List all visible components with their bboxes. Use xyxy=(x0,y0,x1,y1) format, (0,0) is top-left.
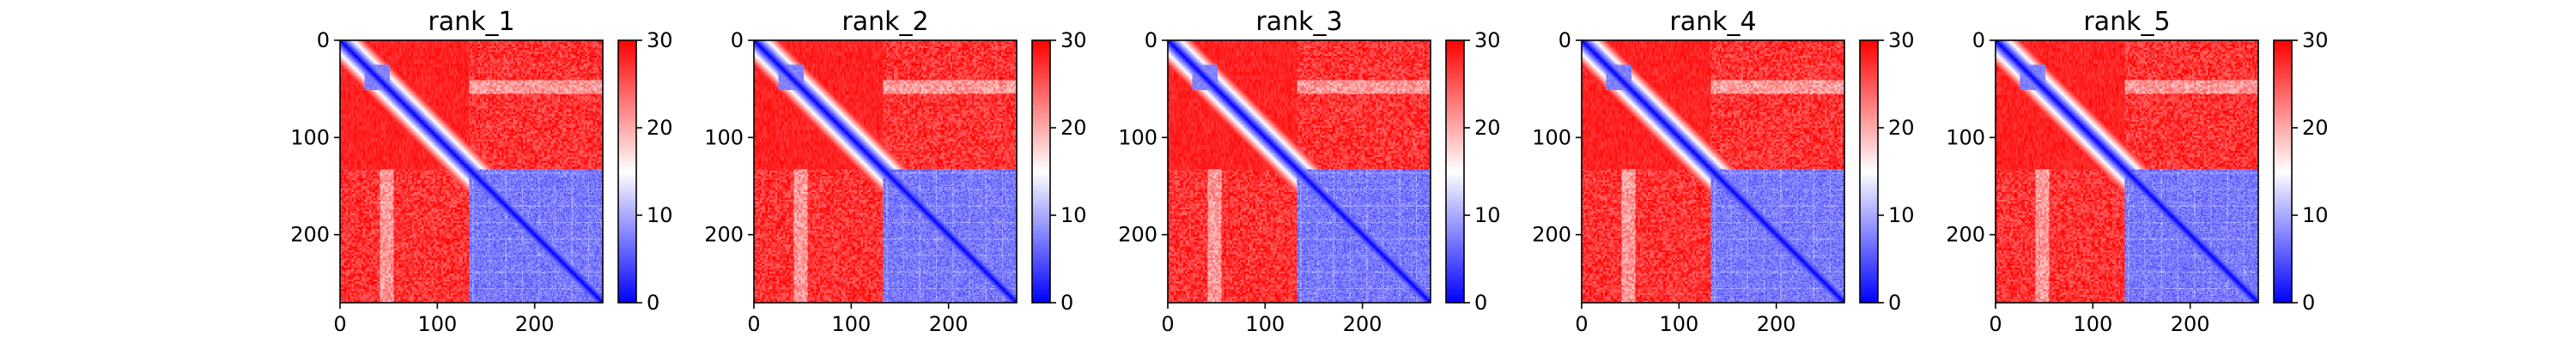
colorbar-tick-label: 20 xyxy=(1888,116,1915,140)
colorbar-tick-label: 10 xyxy=(1888,203,1915,227)
y-tick-label: 200 xyxy=(290,223,330,247)
chart-panel: rank_3 0 100 200 0 100 200 0 10 20 30 xyxy=(1118,7,1500,336)
y-tick-label: 200 xyxy=(1532,223,1571,247)
chart-title: rank_1 xyxy=(428,7,514,37)
chart-title: rank_4 xyxy=(1669,7,1756,37)
heatmap-image xyxy=(1996,40,2258,303)
heatmap-image xyxy=(754,40,1017,303)
x-tick-label: 0 xyxy=(333,312,346,336)
axes-frame xyxy=(1995,39,2259,304)
colorbar xyxy=(617,39,637,304)
y-tick-label: 200 xyxy=(1946,223,1985,247)
x-tick-label: 200 xyxy=(1757,312,1796,336)
x-tick-label: 0 xyxy=(1575,312,1588,336)
x-tick-label: 200 xyxy=(2171,312,2210,336)
chart-panel: rank_2 0 100 200 0 100 200 0 10 20 30 xyxy=(704,7,1086,336)
colorbar-tick-label: 10 xyxy=(2302,203,2329,227)
colorbar xyxy=(1859,39,1879,304)
colorbar-tick-label: 10 xyxy=(1060,203,1087,227)
colorbar-tick-label: 10 xyxy=(647,203,673,227)
chart-title: rank_2 xyxy=(841,7,928,37)
axes-frame xyxy=(1167,39,1431,304)
chart-panel: rank_5 0 100 200 0 100 200 0 10 20 30 xyxy=(1946,7,2328,336)
axes-frame xyxy=(339,39,604,304)
x-tick-label: 200 xyxy=(929,312,969,336)
colorbar-tick-label: 0 xyxy=(647,291,659,315)
y-tick-label: 0 xyxy=(1145,28,1157,52)
colorbar-tick-label: 30 xyxy=(2302,28,2329,52)
x-tick-label: 100 xyxy=(2073,312,2112,336)
chart-title: rank_3 xyxy=(1255,7,1342,37)
colorbar-tick-label: 20 xyxy=(1474,116,1501,140)
colorbar xyxy=(1445,39,1465,304)
colorbar-tick-label: 30 xyxy=(647,28,673,52)
y-tick-label: 100 xyxy=(290,125,330,149)
chart-panel: rank_4 0 100 200 0 100 200 0 10 20 30 xyxy=(1532,7,1914,336)
colorbar-tick-label: 20 xyxy=(2302,116,2329,140)
x-tick-label: 200 xyxy=(515,312,555,336)
x-tick-label: 0 xyxy=(1989,312,2002,336)
y-tick-label: 0 xyxy=(317,28,330,52)
colorbar-tick-label: 30 xyxy=(1060,28,1087,52)
y-tick-label: 200 xyxy=(704,223,744,247)
colorbar-tick-label: 0 xyxy=(2302,291,2315,315)
x-tick-label: 100 xyxy=(1659,312,1698,336)
heatmap-image xyxy=(1168,40,1431,303)
y-tick-label: 100 xyxy=(1532,125,1571,149)
axes-frame xyxy=(1581,39,1845,304)
y-tick-label: 0 xyxy=(731,28,744,52)
y-tick-label: 200 xyxy=(1118,223,1157,247)
colorbar-tick-label: 30 xyxy=(1888,28,1915,52)
x-tick-label: 100 xyxy=(1245,312,1285,336)
chart-title: rank_5 xyxy=(2083,7,2170,37)
y-tick-label: 100 xyxy=(1946,125,1985,149)
colorbar-tick-label: 0 xyxy=(1888,291,1901,315)
heatmap-image xyxy=(1582,40,1844,303)
colorbar-tick-label: 20 xyxy=(647,116,673,140)
chart-panel: rank_1 0 100 200 0 100 200 0 10 20 30 xyxy=(290,7,672,336)
colorbar xyxy=(1031,39,1051,304)
y-tick-label: 100 xyxy=(704,125,744,149)
x-tick-label: 100 xyxy=(417,312,457,336)
colorbar-tick-label: 10 xyxy=(1474,203,1501,227)
x-tick-label: 100 xyxy=(831,312,871,336)
y-tick-label: 100 xyxy=(1118,125,1157,149)
y-tick-label: 0 xyxy=(1558,28,1571,52)
x-tick-label: 0 xyxy=(1161,312,1174,336)
colorbar-tick-label: 0 xyxy=(1060,291,1073,315)
x-tick-label: 0 xyxy=(747,312,760,336)
x-tick-label: 200 xyxy=(1343,312,1382,336)
colorbar-tick-label: 20 xyxy=(1060,116,1087,140)
heatmap-image xyxy=(340,40,603,303)
y-tick-label: 0 xyxy=(1972,28,1985,52)
colorbar-tick-label: 0 xyxy=(1474,291,1487,315)
colorbar-tick-label: 30 xyxy=(1474,28,1501,52)
colorbar xyxy=(2273,39,2293,304)
axes-frame xyxy=(753,39,1018,304)
